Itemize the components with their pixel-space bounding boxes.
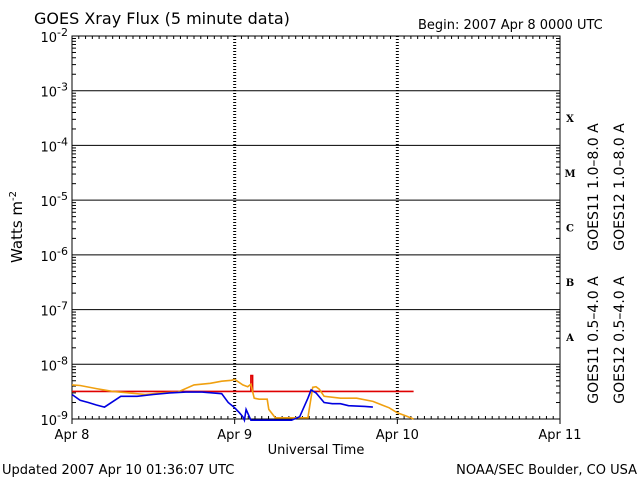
vertical-day-markers xyxy=(233,36,399,419)
x-axis-label: Universal Time xyxy=(268,443,365,458)
y-tick-base: 10 xyxy=(40,86,57,101)
data-series xyxy=(71,374,414,423)
y-tick-exp: -4 xyxy=(57,135,68,148)
y-tick-base: 10 xyxy=(40,195,57,210)
y-axis-label-base: Watts m xyxy=(8,201,26,263)
y-tick-base: 10 xyxy=(40,305,57,320)
y-tick-label: 10-5 xyxy=(40,190,68,210)
y-tick-exp: -6 xyxy=(57,245,68,258)
horizontal-gridlines xyxy=(72,90,560,365)
x-tick-label: Apr 9 xyxy=(217,428,252,443)
series-line xyxy=(71,388,373,423)
y-tick-label: 10-8 xyxy=(40,354,68,374)
y-axis-label-exp: -2 xyxy=(8,191,19,201)
y-tick-exp: -5 xyxy=(57,190,68,203)
y-tick-label: 10-2 xyxy=(40,26,68,46)
plot-frame xyxy=(71,35,561,420)
chart-title: GOES Xray Flux (5 minute data) xyxy=(34,9,290,28)
credit-text: NOAA/SEC Boulder, CO USA xyxy=(456,463,637,478)
y-tick-base: 10 xyxy=(40,140,57,155)
y-tick-base: 10 xyxy=(40,414,57,429)
series-line xyxy=(71,378,414,420)
legend-entry: GOES11 1.0–8.0 A xyxy=(586,123,602,251)
y-axis-ticks: 10-210-310-410-510-610-710-810-9 xyxy=(40,26,560,429)
y-tick-label: 10-6 xyxy=(40,245,68,265)
legend-entry: GOES11 0.5–4.0 A xyxy=(586,276,602,404)
flare-class-label: X xyxy=(566,114,574,125)
y-tick-label: 10-7 xyxy=(40,300,68,320)
updated-timestamp: Updated 2007 Apr 10 01:36:07 UTC xyxy=(2,463,234,478)
flare-class-label: B xyxy=(566,278,574,289)
series-line xyxy=(72,374,414,393)
y-tick-label: 10-3 xyxy=(40,81,68,101)
x-tick-label: Apr 8 xyxy=(55,428,90,443)
flare-class-labels: X M C B A xyxy=(564,114,575,344)
flare-class-label: A xyxy=(565,333,574,344)
y-tick-base: 10 xyxy=(40,31,57,46)
y-tick-base: 10 xyxy=(40,359,57,374)
y-axis-label: Watts m-2 xyxy=(8,191,26,263)
y-tick-exp: -3 xyxy=(57,81,68,94)
flare-class-label: C xyxy=(566,224,574,235)
y-tick-exp: -7 xyxy=(57,300,68,313)
y-tick-exp: -8 xyxy=(57,354,68,367)
y-tick-exp: -9 xyxy=(57,409,68,422)
legend-entry: GOES12 0.5–4.0 A xyxy=(612,276,628,404)
begin-label: Begin: 2007 Apr 8 0000 UTC xyxy=(418,18,603,33)
y-tick-exp: -2 xyxy=(57,26,68,39)
y-tick-base: 10 xyxy=(40,250,57,265)
y-tick-label: 10-9 xyxy=(40,409,68,429)
x-axis-ticks: Apr 8 Apr 9 Apr 10 Apr 11 xyxy=(55,36,582,443)
legend: GOES11 1.0–8.0 A GOES11 0.5–4.0 A GOES12 1… xyxy=(586,123,628,404)
x-tick-label: Apr 10 xyxy=(376,428,419,443)
y-tick-label: 10-4 xyxy=(40,135,68,155)
flare-class-label: M xyxy=(564,169,575,180)
legend-entry: GOES12 1.0–8.0 A xyxy=(612,123,628,251)
x-tick-label: Apr 11 xyxy=(538,428,581,443)
